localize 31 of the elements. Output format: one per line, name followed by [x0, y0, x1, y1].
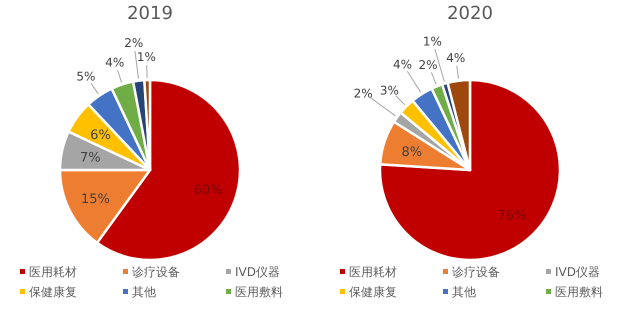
legend-label: 医用耗材: [349, 265, 397, 279]
data-label: 2%: [354, 86, 373, 100]
data-label: 1%: [136, 50, 156, 64]
legend-label: 医用敷料: [555, 285, 603, 299]
data-label: 7%: [80, 150, 101, 166]
legend-label: 其他: [132, 285, 156, 299]
data-label: 8%: [401, 145, 422, 160]
data-label: 2%: [418, 58, 438, 72]
legend-label: 医用耗材: [29, 265, 77, 279]
data-label: 60%: [194, 182, 223, 198]
data-label: 3%: [380, 83, 399, 98]
data-label: 2%: [124, 36, 144, 50]
legend-label: 医用敷料: [235, 285, 283, 299]
data-label: 4%: [446, 50, 466, 65]
legend-label: 其他: [452, 285, 476, 299]
legend-label: 诊疗设备: [452, 265, 500, 279]
legend-label: IVD仪器: [555, 265, 600, 279]
legend-label: IVD仪器: [235, 265, 280, 279]
data-label: 15%: [81, 192, 110, 207]
pie-slice: [378, 78, 562, 262]
chart-title: 2020: [447, 3, 493, 24]
data-label: 76%: [497, 208, 526, 224]
data-label: 4%: [105, 56, 124, 70]
data-label: 4%: [392, 58, 412, 72]
legend-label: 保健康复: [349, 285, 397, 299]
legend-label: 保健康复: [29, 285, 77, 299]
legend-label: 诊疗设备: [132, 265, 180, 279]
data-label: 1%: [422, 34, 442, 48]
data-label: 5%: [76, 70, 96, 84]
chart-title: 2019: [127, 3, 173, 24]
data-label: 6%: [90, 128, 111, 144]
